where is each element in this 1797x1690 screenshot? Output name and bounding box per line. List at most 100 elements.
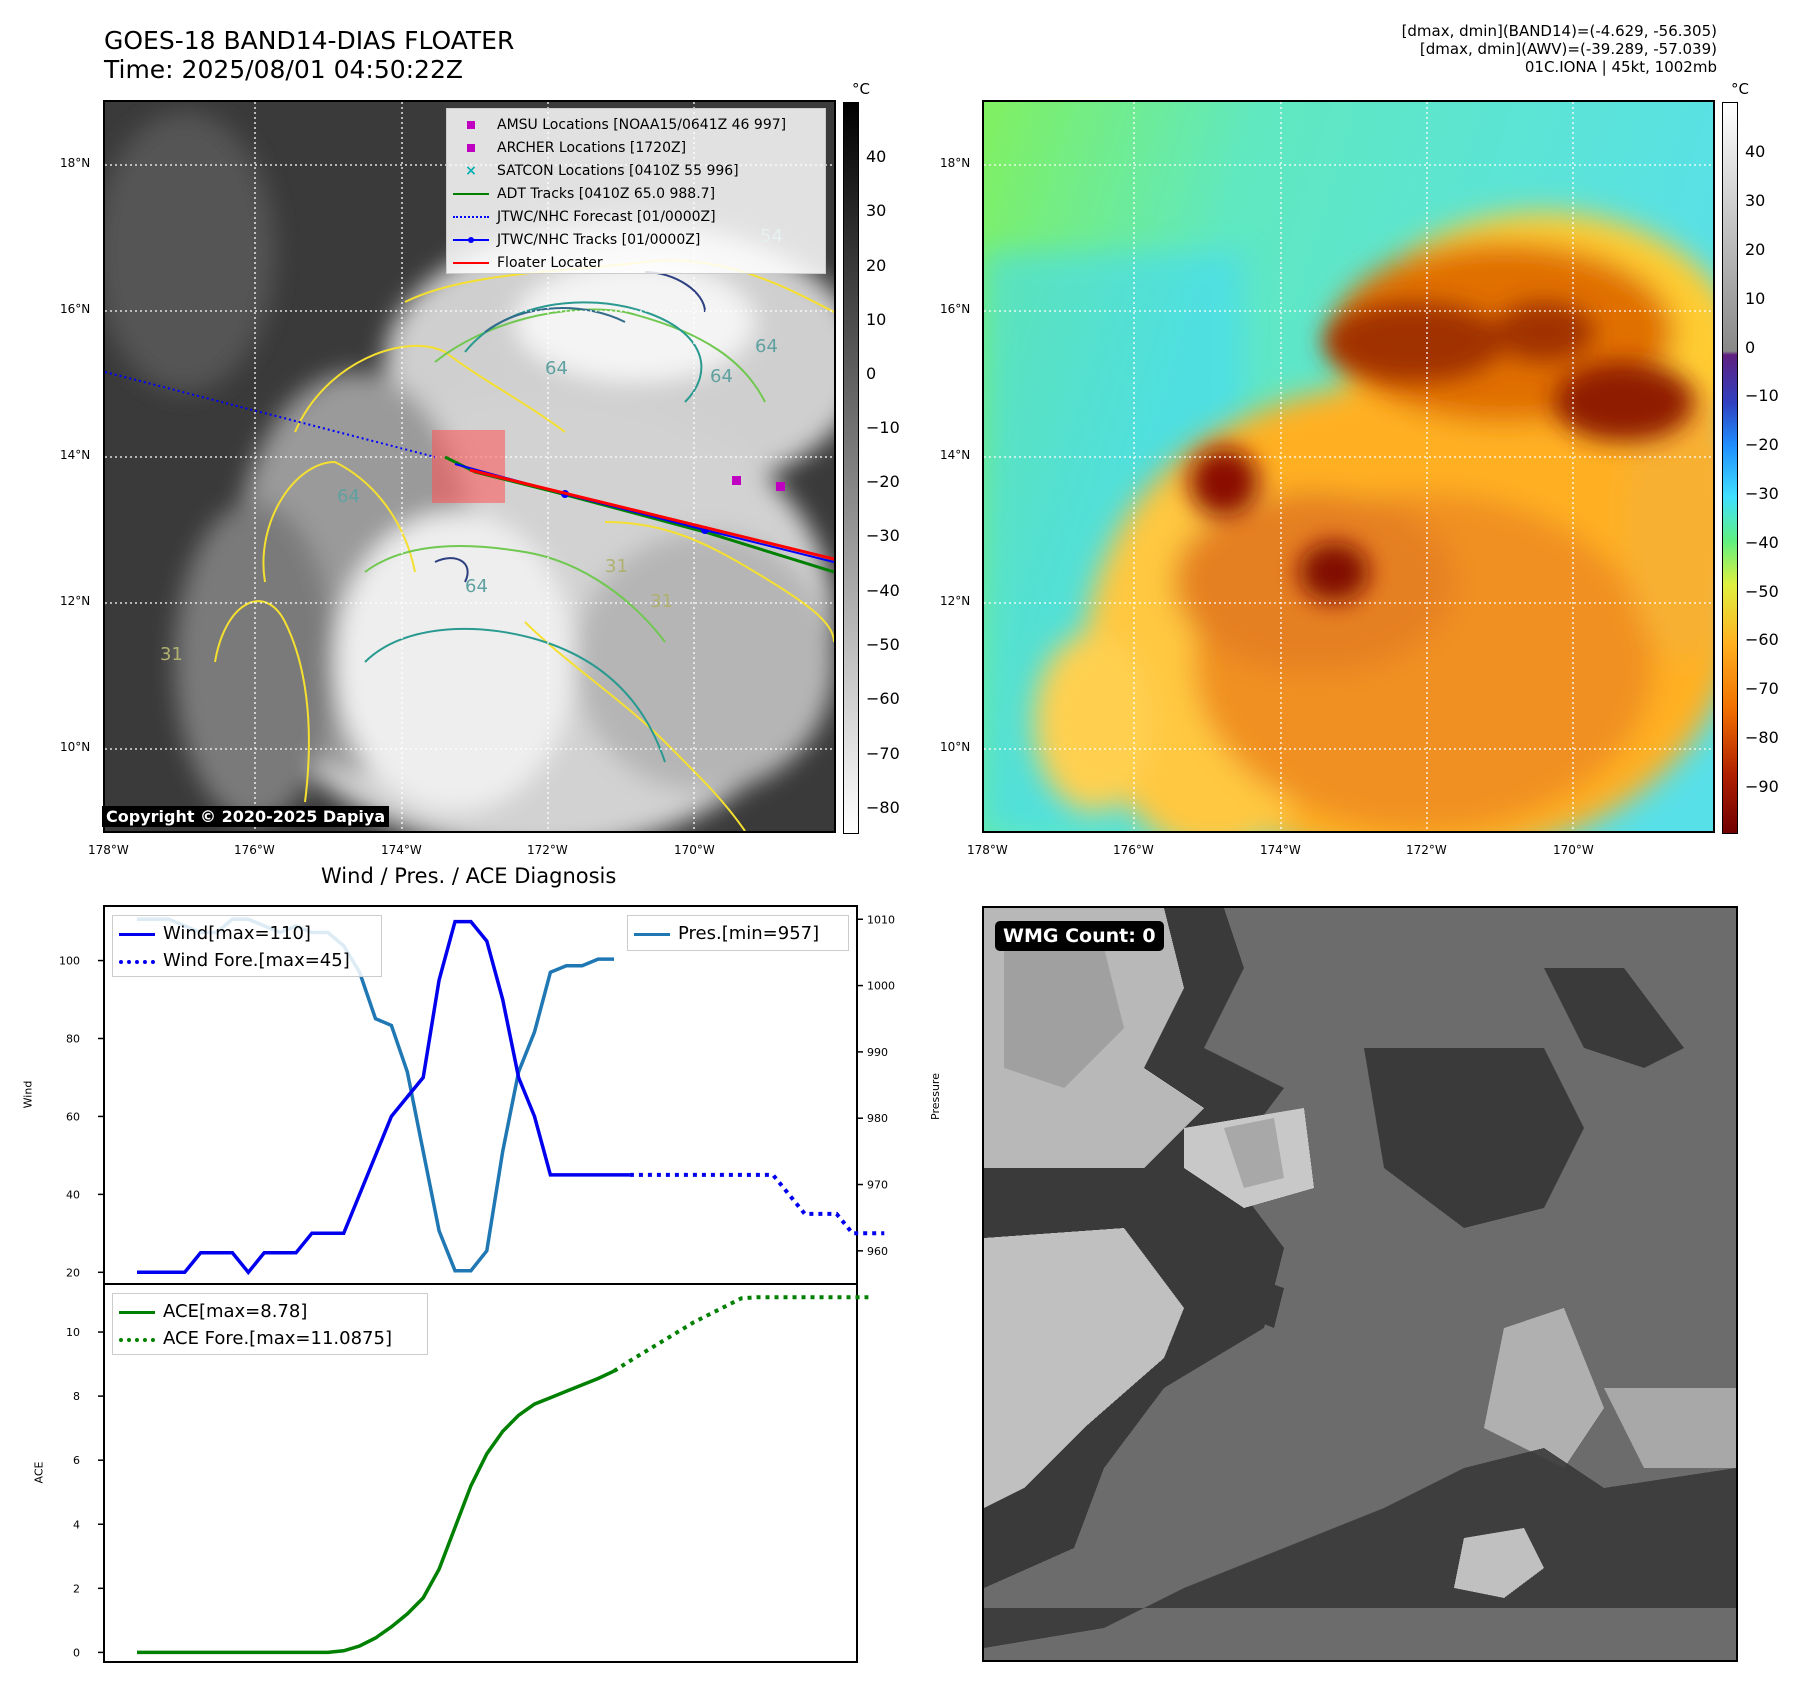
colorbar-right-tick: −20 (1745, 435, 1779, 454)
wind-forecast-line (629, 1172, 885, 1236)
lon-tick-label: 172°W (1406, 843, 1447, 857)
legend-label: ADT Tracks [0410Z 65.0 988.7] (497, 185, 716, 202)
map-legend: AMSU Locations [NOAA15/0641Z 46 997] ARC… (446, 108, 826, 274)
ace-axis-label: ACE (32, 1461, 46, 1484)
contour-label: 64 (710, 366, 733, 387)
colorbar-left-tick: −60 (866, 689, 900, 708)
colorbar-right-tick: 0 (1745, 338, 1756, 357)
ace-forecast-line (612, 1295, 869, 1373)
wind-tick-label: 20 (66, 1266, 80, 1279)
forecast-track (105, 371, 436, 458)
legend-item-jtwc: JTWC/NHC Tracks [01/0000Z] (453, 228, 819, 251)
colorbar-right-tick: −50 (1745, 582, 1779, 601)
legend-label: AMSU Locations [NOAA15/0641Z 46 997] (497, 116, 787, 133)
legend-item-ace: ACE[max=8.78] (119, 1298, 421, 1325)
colorbar-left-tick: −70 (866, 744, 900, 763)
color-ir-gridlines (984, 102, 1713, 831)
ace-tick-label: 10 (66, 1326, 80, 1339)
colorbar-right-tick: −30 (1745, 484, 1779, 503)
legend-label: Floater Locater (497, 254, 603, 271)
contour-label: 64 (465, 576, 488, 597)
wmg-svg (984, 908, 1736, 1648)
pressure-tick-label: 990 (867, 1046, 888, 1059)
legend-item-ace-forecast: ACE Fore.[max=11.0875] (119, 1325, 421, 1352)
floater-locater-track (469, 468, 834, 561)
figure-title: GOES-18 BAND14-DIAS FLOATER Time: 2025/0… (104, 26, 514, 84)
colorbar-right-tick: −10 (1745, 386, 1779, 405)
colorbar-left-tick: 40 (866, 147, 887, 166)
legend-label: SATCON Locations [0410Z 55 996] (497, 162, 739, 179)
lon-tick-label: 172°W (527, 843, 568, 857)
lat-tick-label: 14°N (940, 448, 971, 462)
line-dot-icon (453, 233, 489, 247)
ace-legend: ACE[max=8.78] ACE Fore.[max=11.0875] (112, 1293, 428, 1355)
legend-item-wind-forecast: Wind Fore.[max=45] (119, 947, 375, 974)
lat-tick-label: 16°N (60, 302, 91, 316)
pressure-tick-label: 980 (867, 1112, 888, 1125)
square-marker-icon (453, 118, 489, 132)
ace-line (137, 1369, 615, 1655)
legend-item-wind: Wind[max=110] (119, 920, 375, 947)
color-ir-cold-tops (1189, 302, 1694, 602)
ace-tick-label: 8 (73, 1390, 80, 1403)
line-icon (453, 187, 489, 201)
lon-tick-label: 174°W (381, 843, 422, 857)
lon-tick-label: 178°W (88, 843, 129, 857)
contour-label: 31 (160, 644, 183, 665)
colorbar-left-tick: −50 (866, 635, 900, 654)
lon-tick-label: 170°W (674, 843, 715, 857)
dotted-line-icon (119, 954, 155, 968)
colorbar-left (843, 102, 859, 834)
colorbar-left-tick: −40 (866, 581, 900, 600)
colorbar-left-tick: −10 (866, 418, 900, 437)
wind-tick-label: 60 (66, 1110, 80, 1123)
info-text: [dmax, dmin](BAND14)=(-4.629, -56.305) [… (1402, 22, 1717, 76)
color-ir-map-panel (982, 100, 1715, 833)
dotted-line-icon (453, 210, 489, 224)
pressure-tick-label: 1010 (867, 913, 895, 926)
colorbar-left-tick: −80 (866, 798, 900, 817)
copyright-label: Copyright © 2020-2025 Dapiya (102, 806, 390, 827)
contour-label: 31 (650, 591, 673, 612)
legend-item-floater: Floater Locater (453, 251, 819, 274)
floater-box (432, 430, 505, 503)
colorbar-left-tick: −30 (866, 526, 900, 545)
wind-tick-label: 80 (66, 1032, 80, 1045)
pressure-tick-label: 970 (867, 1179, 888, 1192)
legend-item-archer: ARCHER Locations [1720Z] (453, 136, 819, 159)
wmg-pixel-field (984, 908, 1736, 1648)
lat-tick-label: 10°N (940, 740, 971, 754)
colorbar-right-tick: 40 (1745, 142, 1766, 161)
lat-tick-label: 12°N (60, 594, 91, 608)
legend-label: Wind Fore.[max=45] (163, 950, 350, 971)
legend-item-amsu: AMSU Locations [NOAA15/0641Z 46 997] (453, 113, 819, 136)
lon-tick-label: 178°W (967, 843, 1008, 857)
colorbar-left-tick: 10 (866, 310, 887, 329)
ir-map-panel: 64 64 64 64 64 31 31 31 54 (103, 100, 836, 833)
legend-label: JTWC/NHC Forecast [01/0000Z] (497, 208, 716, 225)
colorbar-left-tick: 0 (866, 364, 877, 383)
title-line-1: GOES-18 BAND14-DIAS FLOATER (104, 26, 515, 55)
legend-label: Wind[max=110] (163, 923, 311, 944)
color-ir-map-svg (984, 102, 1713, 831)
colorbar-right-tick: 20 (1745, 240, 1766, 259)
legend-item-adt: ADT Tracks [0410Z 65.0 988.7] (453, 182, 819, 205)
wind-tick-label: 100 (59, 955, 80, 968)
legend-label: ARCHER Locations [1720Z] (497, 139, 687, 156)
colorbar-right-tick: −80 (1745, 728, 1779, 747)
lat-tick-label: 14°N (60, 448, 91, 462)
lon-tick-label: 176°W (1113, 843, 1154, 857)
line-icon (453, 256, 489, 270)
colorbar-right-tick: 30 (1745, 191, 1766, 210)
x-marker-icon: × (465, 162, 477, 179)
pressure-tick-label: 1000 (867, 980, 895, 993)
wind-legend: Wind[max=110] Wind Fore.[max=45] (112, 915, 382, 977)
chart-title: Wind / Pres. / ACE Diagnosis (321, 864, 617, 888)
wind-tick-label: 40 (66, 1188, 80, 1201)
colorbar-right-tick: −90 (1745, 777, 1779, 796)
contour-label: 31 (605, 556, 628, 577)
colorbar-right-unit: °C (1731, 80, 1749, 98)
colorbar-right-tick: −60 (1745, 630, 1779, 649)
colorbar-right-tick: −70 (1745, 679, 1779, 698)
wmg-count-badge: WMG Count: 0 (995, 921, 1164, 951)
